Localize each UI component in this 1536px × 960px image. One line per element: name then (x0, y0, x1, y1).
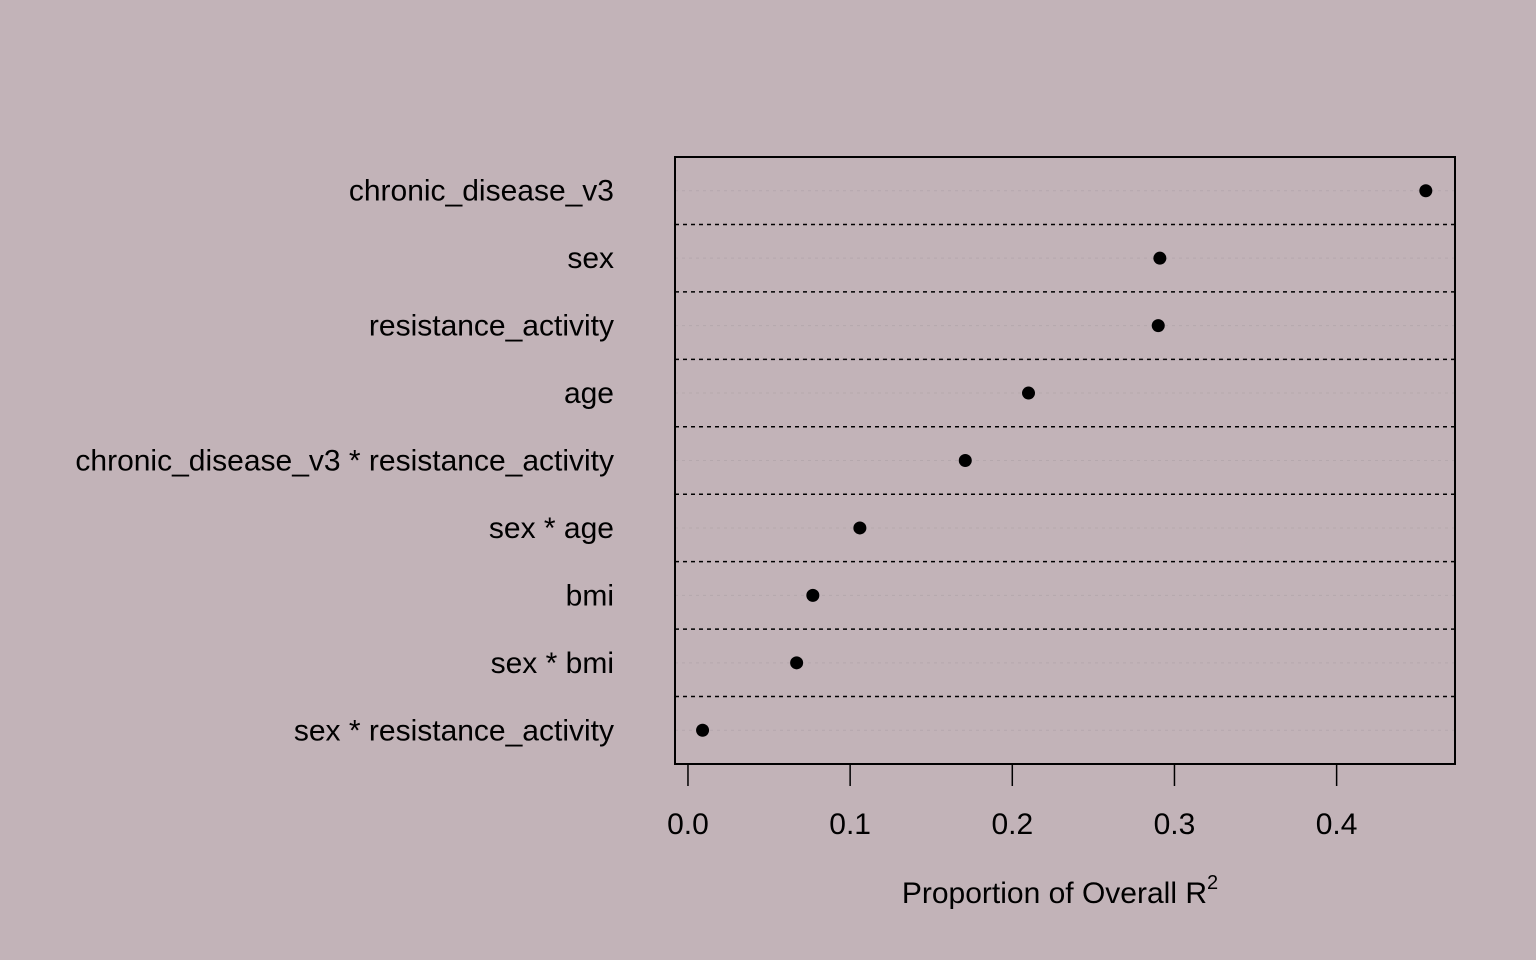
grid-lines (675, 190, 1455, 731)
data-point (696, 723, 710, 737)
category-label: sex * age (489, 512, 614, 545)
category-label: sex * bmi (491, 647, 614, 680)
x-tick-label: 0.0 (667, 808, 709, 841)
data-point (1419, 184, 1433, 198)
data-points (696, 184, 1433, 737)
category-label: sex (567, 242, 614, 275)
category-label: sex * resistance_activity (294, 714, 614, 747)
plot-frame (674, 156, 1456, 765)
data-point (806, 588, 820, 602)
data-point (1022, 386, 1036, 400)
data-point (958, 454, 972, 467)
data-point (1151, 319, 1165, 333)
x-tick-label: 0.1 (829, 808, 871, 841)
x-axis-title-superscript: 2 (1207, 872, 1218, 894)
data-point (853, 521, 867, 535)
x-axis-title: Proportion of Overall R2 (902, 872, 1218, 910)
category-label: bmi (566, 579, 614, 612)
category-label: age (564, 377, 614, 410)
x-axis-title-text: Proportion of Overall R (902, 877, 1207, 910)
category-label: resistance_activity (369, 310, 614, 343)
data-point (1153, 251, 1167, 265)
category-label: chronic_disease_v3 (349, 175, 614, 208)
x-tick-label: 0.3 (1154, 808, 1196, 841)
data-point (790, 656, 804, 670)
category-separators (675, 223, 1455, 698)
category-label: chronic_disease_v3 * resistance_activity (75, 445, 614, 478)
x-axis: 0.0 0.1 0.2 0.3 0.4 (667, 763, 1358, 841)
x-tick-label: 0.4 (1316, 808, 1358, 841)
x-tick-label: 0.2 (991, 808, 1033, 841)
